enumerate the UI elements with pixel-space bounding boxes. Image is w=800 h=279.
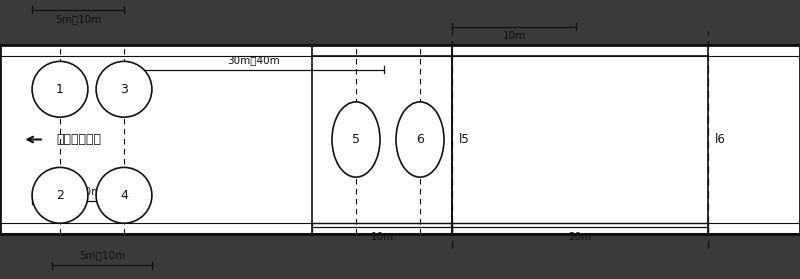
Bar xyxy=(0,234,800,279)
Text: 开挖前进方向: 开挖前进方向 xyxy=(56,133,101,146)
Text: l6: l6 xyxy=(714,133,726,146)
Text: l5: l5 xyxy=(458,133,469,146)
Text: 6: 6 xyxy=(416,133,424,146)
Ellipse shape xyxy=(96,167,152,223)
Text: 5: 5 xyxy=(352,133,360,146)
Text: 10m: 10m xyxy=(502,31,526,41)
Ellipse shape xyxy=(32,167,88,223)
Text: 4: 4 xyxy=(120,189,128,202)
Ellipse shape xyxy=(396,102,444,177)
Bar xyxy=(0,45,800,234)
Text: 2: 2 xyxy=(56,189,64,202)
Ellipse shape xyxy=(32,61,88,117)
Ellipse shape xyxy=(96,61,152,117)
Text: 20m: 20m xyxy=(568,232,592,242)
Text: 3: 3 xyxy=(120,83,128,96)
Text: 30m～40m: 30m～40m xyxy=(228,55,280,65)
Text: 1: 1 xyxy=(56,83,64,96)
Text: 10m: 10m xyxy=(370,232,394,242)
Text: 5m～10m: 5m～10m xyxy=(55,186,101,196)
Text: 5m～10m: 5m～10m xyxy=(79,250,125,260)
Bar xyxy=(0,0,800,45)
Text: 5m～10m: 5m～10m xyxy=(55,15,101,25)
Ellipse shape xyxy=(332,102,380,177)
